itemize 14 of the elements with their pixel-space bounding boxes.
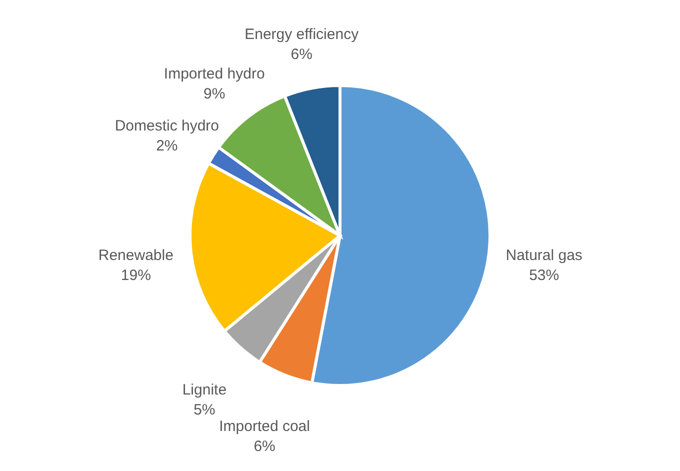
data-label: 2% [156, 138, 178, 155]
slice-label: Lignite [182, 381, 227, 398]
data-label: 6% [290, 46, 312, 64]
data-label: 6% [254, 438, 276, 456]
data-label: 53% [529, 266, 560, 284]
slice-label: Energy efficiency [244, 26, 360, 44]
slice-label: Renewable [98, 246, 174, 264]
data-label: 5% [194, 401, 216, 418]
data-label: 9% [204, 86, 226, 103]
slice-label: Imported hydro [164, 66, 265, 83]
slice-label: Domestic hydro [114, 118, 220, 135]
data-label: 19% [120, 266, 151, 284]
slice-label: Imported coal [219, 418, 310, 436]
slice-label: Natural gas [506, 246, 582, 264]
